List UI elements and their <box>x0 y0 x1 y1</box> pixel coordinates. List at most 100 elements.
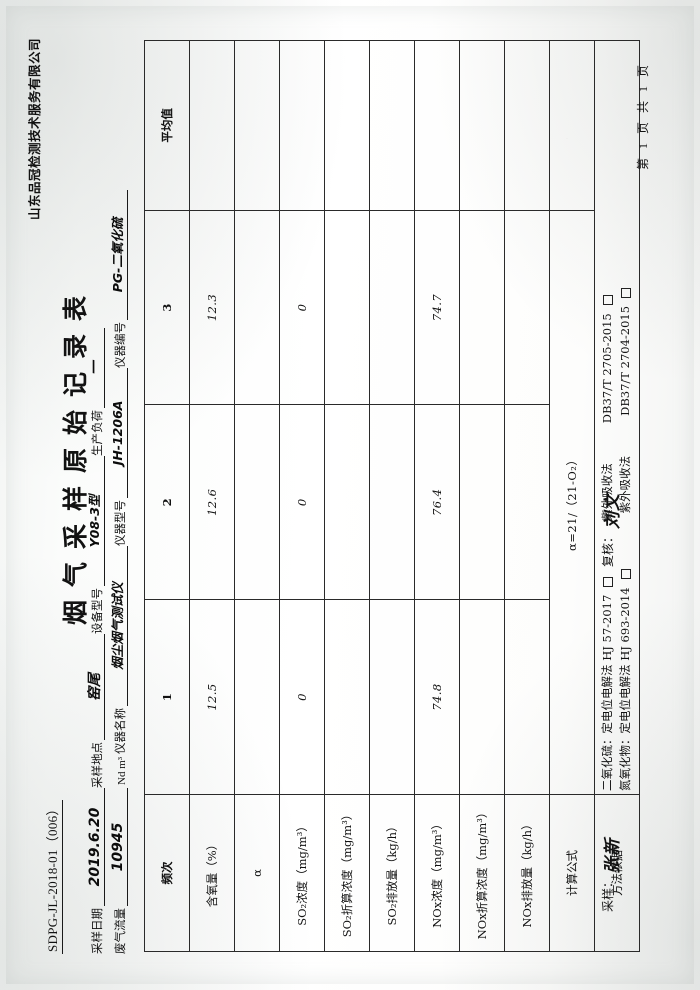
basis-method-so2-a: 定电位电解法 HJ 57-2017 <box>600 594 615 734</box>
cell-oxygen-avg[interactable] <box>189 40 235 211</box>
table-row: NOx浓度（mg/m³） 74.8 76.4 74.7 <box>414 40 460 952</box>
cell-nox-emis-avg[interactable] <box>504 40 550 211</box>
sampler-signature[interactable]: 张新 <box>603 837 623 874</box>
basis-pollutant-so2: 二氧化硫： <box>600 733 615 791</box>
cell-so2-conv-1[interactable] <box>324 599 370 795</box>
row-label-so2-emission: SO₂排放量（kg/h） <box>369 794 415 952</box>
table-row: 含氧量（%） 12.5 12.6 12.3 <box>189 40 235 952</box>
table-row: NOx折算浓度（mg/m³） <box>459 40 505 952</box>
cell-alpha-2[interactable] <box>234 404 280 600</box>
cell-nox-conc-3[interactable]: 74.7 <box>414 210 460 405</box>
metadata-block: 采样日期 2019.6.20 采样地点 窑尾 设备型号 Y08-3型 生产负荷 … <box>82 34 128 954</box>
cell-so2-emis-3[interactable] <box>369 210 415 405</box>
cell-nox-emis-2[interactable] <box>504 404 550 600</box>
row-label-nox-concentration: NOx浓度（mg/m³） <box>414 794 460 952</box>
cell-nox-conv-3[interactable] <box>459 210 505 405</box>
table-row: NOx排放量（kg/h） <box>504 40 550 952</box>
formula-label: 计算公式 <box>549 794 595 952</box>
column-header-frequency: 频次 <box>144 794 190 952</box>
row-label-alpha: α <box>234 794 280 952</box>
cell-alpha-3[interactable] <box>234 210 280 405</box>
cell-so2-emis-avg[interactable] <box>369 40 415 211</box>
cell-oxygen-1[interactable]: 12.5 <box>189 599 235 795</box>
row-label-so2-concentration: SO₂浓度（mg/m³） <box>279 794 325 952</box>
sample-site-value[interactable]: 窑尾 <box>87 634 105 740</box>
column-header-2: 2 <box>144 404 190 600</box>
row-label-nox-converted: NOx折算浓度（mg/m³） <box>459 794 505 952</box>
cell-nox-conc-avg[interactable] <box>414 40 460 211</box>
gas-flow-label: 废气流量 <box>115 908 127 954</box>
table-row: SO₂折算浓度（mg/m³） <box>324 40 370 952</box>
cell-oxygen-2[interactable]: 12.6 <box>189 404 235 600</box>
checkbox-icon[interactable] <box>620 569 631 580</box>
instrument-model-value[interactable]: JH-1206A <box>110 367 128 498</box>
sampler-label: 采样： <box>601 875 615 912</box>
sampler-field: 采样： 张新 <box>598 804 623 912</box>
metadata-row-1: 采样日期 2019.6.20 采样地点 窑尾 设备型号 Y08-3型 生产负荷 … <box>82 34 105 954</box>
cell-nox-conv-1[interactable] <box>459 599 505 795</box>
cell-so2-conv-3[interactable] <box>324 210 370 405</box>
instrument-name-value[interactable]: 烟尘烟气测试仪 <box>110 545 128 706</box>
production-load-label: 生产负荷 <box>92 410 104 456</box>
cell-nox-conv-2[interactable] <box>459 404 505 600</box>
table-row: α <box>234 40 280 952</box>
sample-date-value[interactable]: 2019.6.20 <box>87 788 105 906</box>
row-label-nox-emission: NOx排放量（kg/h） <box>504 794 550 952</box>
checkbox-icon[interactable] <box>620 287 631 298</box>
cell-nox-conv-avg[interactable] <box>459 40 505 211</box>
page-number: 第 1 页 共 1 页 <box>636 61 650 170</box>
cell-so2-conc-2[interactable]: 0 <box>279 404 325 600</box>
cell-so2-conv-2[interactable] <box>324 404 370 600</box>
gas-flow-value[interactable]: 10945 <box>110 788 128 906</box>
reviewer-signature[interactable]: 刘文 <box>603 492 623 529</box>
cell-so2-emis-2[interactable] <box>369 404 415 600</box>
document-canvas: 山东品冠检测技术服务有限公司 SDPG-JL-2018-01（006） 烟气采样… <box>20 30 680 960</box>
metadata-row-2: 废气流量 10945 Nd m³ 仪器名称 烟尘烟气测试仪 仪器型号 JH-12… <box>105 34 128 954</box>
basis-line-so2: 二氧化硫： 定电位电解法 HJ 57-2017 紫外吸收法 DB37/T 270… <box>599 44 617 791</box>
cell-so2-conc-3[interactable]: 0 <box>279 210 325 405</box>
company-name: 山东品冠检测技术服务有限公司 <box>27 38 42 221</box>
cell-alpha-1[interactable] <box>234 599 280 795</box>
checkbox-icon[interactable] <box>603 576 614 587</box>
instrument-no-value[interactable]: PG-二氧化硫 <box>110 189 128 320</box>
row-label-oxygen: 含氧量（%） <box>189 794 235 952</box>
instrument-no-label: 仪器编号 <box>115 321 127 368</box>
cell-so2-emis-1[interactable] <box>369 599 415 795</box>
equipment-model-label: 设备型号 <box>92 588 104 634</box>
cell-nox-emis-3[interactable] <box>504 210 550 405</box>
checkbox-icon[interactable] <box>603 295 614 306</box>
equipment-model-value[interactable]: Y08-3型 <box>87 456 105 586</box>
cell-nox-emis-1[interactable] <box>504 599 550 795</box>
sample-site-label: 采样地点 <box>92 742 104 788</box>
reviewer-label: 复核： <box>601 530 615 567</box>
cell-nox-conc-2[interactable]: 76.4 <box>414 404 460 600</box>
cell-nox-conc-1[interactable]: 74.8 <box>414 599 460 795</box>
table-header-row: 频次 1 2 3 平均值 <box>144 40 190 952</box>
basis-standard-so2: DB37/T 2705-2015 <box>600 313 615 424</box>
cell-so2-conc-avg[interactable] <box>279 40 325 211</box>
instrument-name-label: 仪器名称 <box>115 707 127 754</box>
basis-line-nox: 氮氧化物： 定电位电解法 HJ 693-2014 紫外吸收法 DB37/T 27… <box>617 44 635 791</box>
production-load-value[interactable]: 一 <box>87 328 105 408</box>
basis-content: 二氧化硫： 定电位电解法 HJ 57-2017 紫外吸收法 DB37/T 270… <box>594 40 640 795</box>
cell-so2-conc-1[interactable]: 0 <box>279 599 325 795</box>
basis-standard-nox: DB37/T 2704-2015 <box>618 305 632 416</box>
formula-row: 计算公式 α=21/（21-O₂） <box>549 40 595 952</box>
table-row: SO₂排放量（kg/h） <box>369 40 415 952</box>
cell-alpha-avg[interactable] <box>234 40 280 211</box>
column-header-1: 1 <box>144 599 190 795</box>
sample-date-label: 采样日期 <box>92 908 104 954</box>
reviewer-field: 复核： 刘文 <box>598 459 623 567</box>
row-label-so2-converted: SO₂折算浓度（mg/m³） <box>324 794 370 952</box>
table-row: SO₂浓度（mg/m³） 0 0 0 <box>279 40 325 952</box>
basis-method-nox-a: 定电位电解法 HJ 693-2014 <box>618 587 632 734</box>
document-header: 山东品冠检测技术服务有限公司 SDPG-JL-2018-01（006） 烟气采样… <box>20 30 140 960</box>
formula-text: α=21/（21-O₂） <box>549 210 595 795</box>
measurement-table: 频次 1 2 3 平均值 含氧量（%） 12.5 12.6 12.3 α <box>144 40 640 952</box>
gas-flow-unit: Nd m³ <box>116 756 128 785</box>
basis-pollutant-nox: 氮氧化物： <box>618 733 632 791</box>
cell-oxygen-3[interactable]: 12.3 <box>189 210 235 405</box>
cell-so2-conv-avg[interactable] <box>324 40 370 211</box>
formula-avg-cell[interactable] <box>549 40 595 211</box>
